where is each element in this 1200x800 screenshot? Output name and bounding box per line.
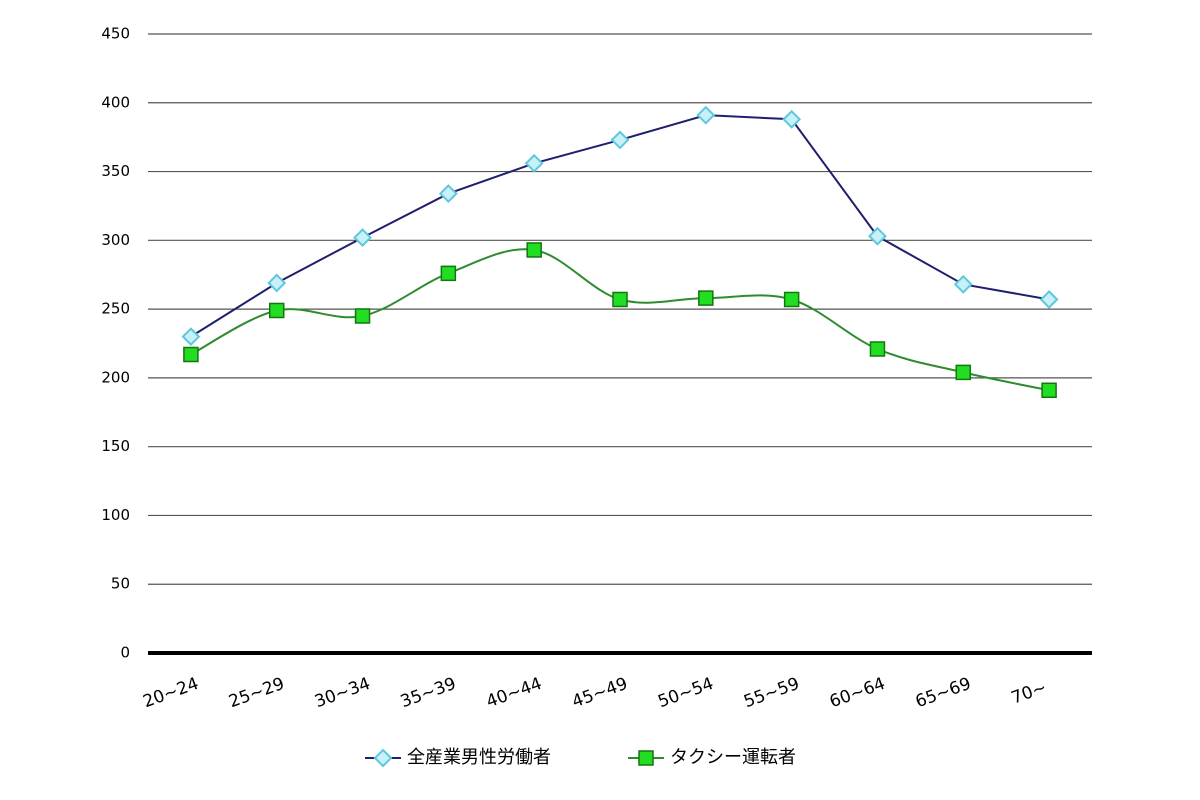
marker [1041,382,1057,399]
marker [267,273,287,293]
marker [354,308,371,324]
y-tick-label: 50 [111,575,130,593]
marker [610,130,630,150]
series-line [190,248,1050,392]
y-tick-label: 350 [101,162,130,180]
marker [183,346,199,363]
x-tick-label: 20~24 [140,674,201,712]
x-tick-label: 60~64 [827,674,888,712]
x-tick-label: 50~54 [655,674,716,712]
y-tick-label: 400 [101,93,130,111]
marker [782,109,802,129]
x-tick-label: 65~69 [913,674,974,712]
marker [181,327,201,347]
x-tick-label: 25~29 [226,674,287,712]
marker [868,226,887,246]
x-tick-label: 30~34 [312,674,373,712]
marker [526,242,542,258]
marker [783,291,800,308]
y-tick-label: 300 [101,231,130,249]
marker [696,105,716,125]
y-tick-label: 250 [101,300,130,318]
x-tick-label: 40~44 [484,674,545,712]
marker [440,265,457,282]
marker [955,364,972,381]
y-tick-label: 450 [101,25,130,43]
legend-label: 全産業男性労働者 [407,747,551,768]
legend-marker [373,748,393,768]
marker [869,341,886,357]
y-tick-label: 150 [101,437,130,455]
legend-marker [638,750,654,766]
y-tick-label: 100 [101,506,130,524]
y-tick-label: 0 [120,644,130,662]
x-tick-label: 35~39 [398,674,459,712]
marker [353,228,372,247]
y-tick-label: 200 [101,368,130,386]
marker [438,184,458,203]
marker [612,291,628,308]
marker [524,153,544,173]
x-tick-label: 70~ [1009,677,1050,708]
marker [953,274,973,294]
marker [1039,290,1059,309]
legend-label: タクシー運転者 [670,747,796,768]
marker [268,302,285,319]
marker [698,290,714,306]
x-tick-label: 45~49 [570,674,631,712]
legend: 全産業男性労働者 タクシー運転者 [365,747,796,768]
x-tick-label: 55~59 [741,674,802,712]
